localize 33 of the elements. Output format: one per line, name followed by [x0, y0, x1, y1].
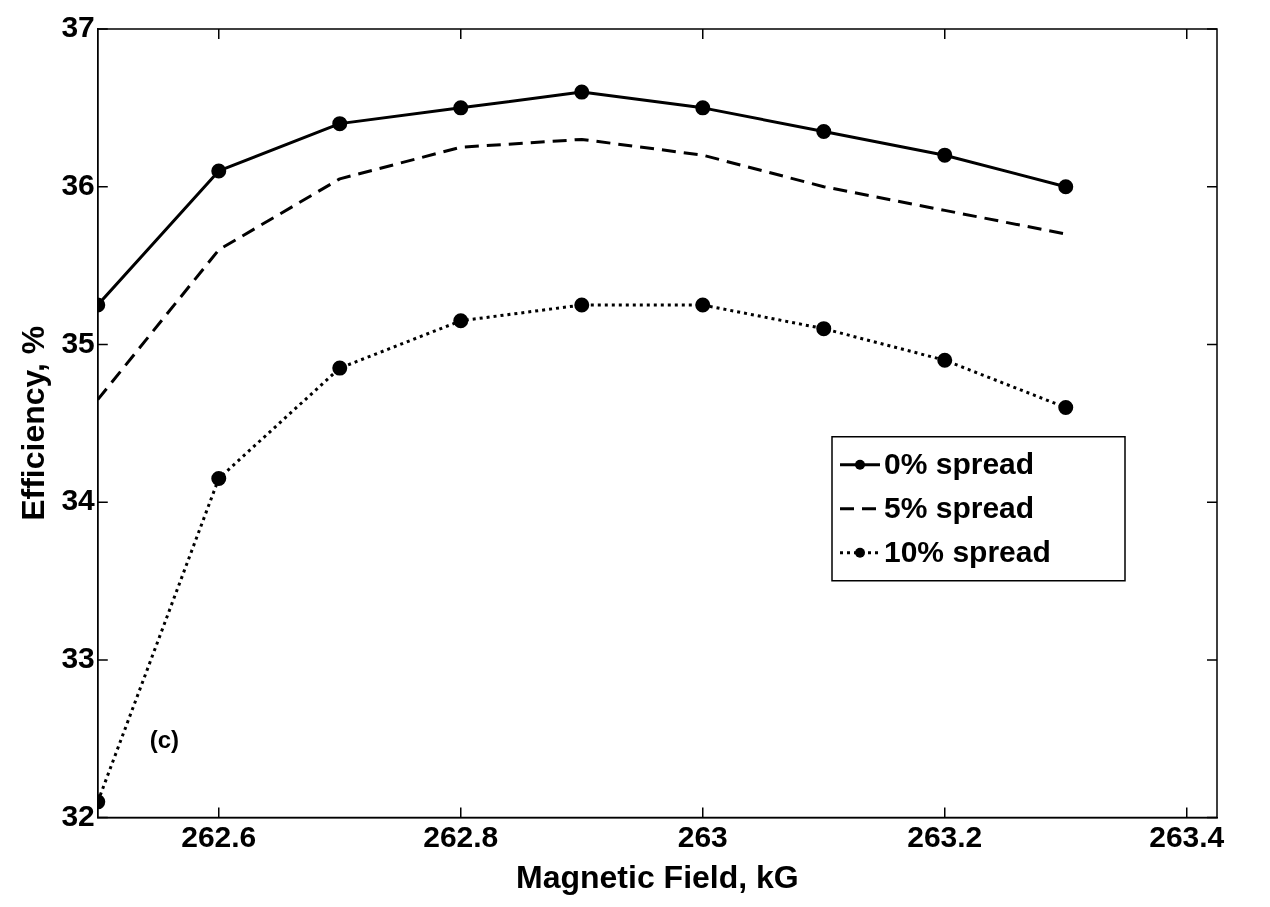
point	[332, 360, 348, 376]
x-tick-label: 263.2	[907, 819, 983, 853]
y-tick-label: 32	[61, 798, 95, 832]
point	[816, 124, 832, 140]
point	[453, 313, 469, 329]
legend-label: 10% spread	[884, 534, 1051, 568]
point	[211, 163, 227, 179]
point	[937, 147, 953, 163]
point	[453, 100, 469, 116]
point	[937, 352, 953, 368]
point	[816, 321, 832, 337]
y-tick-label: 35	[61, 325, 95, 359]
point	[695, 297, 711, 313]
legend-label: 5% spread	[884, 490, 1035, 524]
point	[695, 100, 711, 116]
legend-label: 0% spread	[884, 446, 1035, 480]
point	[1058, 179, 1074, 195]
y-tick-label: 33	[61, 641, 95, 675]
y-tick-label: 34	[61, 483, 96, 517]
y-axis-title: Efficiency, %	[15, 325, 52, 521]
x-axis-title: Magnetic Field, kG	[516, 858, 799, 895]
point	[211, 471, 227, 486]
x-tick-label: 263.4	[1149, 819, 1225, 853]
point	[574, 84, 590, 100]
y-tick-label: 37	[61, 10, 95, 44]
x-tick-label: 263	[677, 819, 728, 853]
x-tick-label: 262.8	[423, 819, 499, 853]
x-tick-label: 262.6	[181, 819, 257, 853]
point	[574, 297, 590, 313]
point	[332, 116, 348, 132]
y-tick-label: 36	[61, 167, 95, 201]
point	[1058, 400, 1074, 416]
annotation: (c)	[149, 725, 180, 753]
